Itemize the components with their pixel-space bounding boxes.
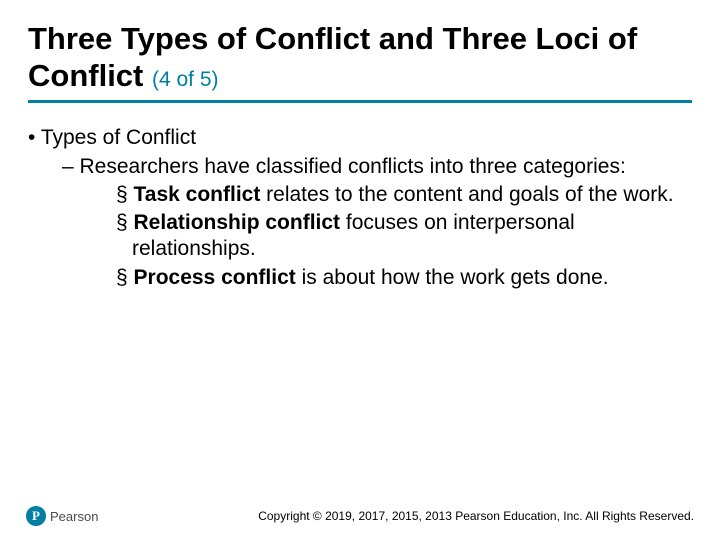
bullet-text: relates to the content and goals of the … — [260, 183, 673, 206]
title-subscript: (4 of 5) — [152, 68, 219, 91]
slide-footer: P Pearson Copyright © 2019, 2017, 2015, … — [0, 506, 720, 526]
copyright-text: Copyright © 2019, 2017, 2015, 2013 Pears… — [258, 509, 694, 523]
bullet-level3: Process conflict is about how the work g… — [116, 265, 692, 291]
slide-title: Three Types of Conflict and Three Loci o… — [28, 20, 692, 94]
slide: Three Types of Conflict and Three Loci o… — [0, 0, 720, 540]
slide-body: Types of Conflict Researchers have class… — [28, 125, 692, 291]
bullet-level3: Relationship conflict focuses on interpe… — [116, 210, 692, 263]
bullet-text: is about how the work gets done. — [296, 266, 609, 289]
bullet-text: Researchers have classified conflicts in… — [80, 155, 626, 178]
bullet-bold: Task conflict — [134, 183, 261, 206]
bullet-text: Types of Conflict — [41, 126, 196, 149]
bullet-level3: Task conflict relates to the content and… — [116, 182, 692, 208]
logo-letter: P — [32, 508, 40, 524]
publisher-logo: P Pearson — [26, 506, 98, 526]
bullet-level1: Types of Conflict Researchers have class… — [28, 125, 692, 291]
logo-icon: P — [26, 506, 46, 526]
title-underline — [28, 100, 692, 103]
bullet-bold: Process conflict — [134, 266, 296, 289]
bullet-level2: Researchers have classified conflicts in… — [62, 154, 692, 291]
title-main: Three Types of Conflict and Three Loci o… — [28, 21, 637, 93]
bullet-bold: Relationship conflict — [134, 211, 341, 234]
logo-text: Pearson — [50, 509, 98, 524]
